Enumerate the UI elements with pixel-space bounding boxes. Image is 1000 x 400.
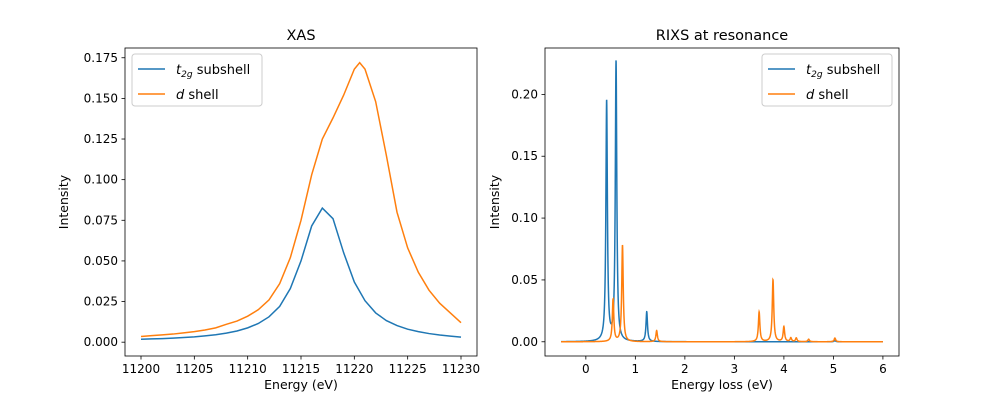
- subplot-rixs: 0 1 2 3 4 5 6 0.00 0.05 0.10 0.15 0.20 RIXS at reson…: [487, 28, 900, 392]
- legend-label-symbol: d: [806, 88, 815, 103]
- x-tick-label: 0: [582, 362, 590, 376]
- legend-label-text: subshell: [823, 63, 881, 78]
- legend: t2g subshell d shell: [131, 53, 263, 107]
- legend-box: [761, 53, 893, 107]
- y-tick-label: 0.20: [511, 87, 538, 101]
- x-tick-label: 11215: [282, 362, 320, 376]
- legend-label-symbol: d: [176, 88, 185, 103]
- y-tick-label: 0.150: [84, 91, 118, 105]
- x-tick-label: 11205: [175, 362, 213, 376]
- legend: t2g subshell d shell: [761, 53, 893, 107]
- series-line-d: [561, 244, 883, 343]
- x-tick-label: 11230: [442, 362, 480, 376]
- y-tick-label: 0.00: [511, 335, 538, 349]
- x-tick-label: 11200: [122, 362, 160, 376]
- legend-label: t2g subshell: [806, 63, 880, 80]
- y-tick-label: 0.100: [84, 173, 118, 187]
- x-tick-label: 6: [879, 362, 887, 376]
- x-tick-label: 3: [731, 362, 739, 376]
- x-tick-label: 1: [632, 362, 640, 376]
- y-tick-label: 0.000: [84, 335, 118, 349]
- x-tick-label: 4: [780, 362, 788, 376]
- y-tick-label: 0.10: [511, 211, 538, 225]
- y-tick-label: 0.175: [84, 51, 118, 65]
- y-tick-label: 0.05: [511, 273, 538, 287]
- legend-label: t2g subshell: [176, 63, 250, 80]
- legend-label-text: shell: [814, 88, 848, 103]
- series-line-d: [140, 61, 462, 338]
- y-tick-label: 0.15: [511, 149, 538, 163]
- x-tick-label: 2: [681, 362, 689, 376]
- x-tick-label: 11225: [389, 362, 427, 376]
- chart-title: XAS: [286, 28, 315, 44]
- legend-label-text: subshell: [193, 63, 251, 78]
- legend-label-symbol: t: [806, 63, 812, 78]
- y-axis-label: Intensity: [56, 174, 71, 229]
- x-tick-label: 11220: [335, 362, 373, 376]
- legend-label: d shell: [176, 88, 219, 103]
- x-tick-label: 5: [830, 362, 838, 376]
- y-tick-label: 0.025: [84, 295, 118, 309]
- legend-label-subscript: 2g: [811, 70, 823, 80]
- legend-label-subscript: 2g: [181, 70, 193, 80]
- x-axis-label: Energy loss (eV): [671, 377, 773, 392]
- y-tick-label: 0.075: [84, 213, 118, 227]
- y-tick-label: 0.050: [84, 254, 118, 268]
- series-line-t2g: [140, 206, 462, 341]
- y-axis-label: Intensity: [487, 174, 502, 229]
- y-tick-label: 0.125: [84, 132, 118, 146]
- axes-frame: [544, 47, 900, 357]
- legend-box: [131, 53, 263, 107]
- legend-label-text: shell: [184, 88, 218, 103]
- legend-label-symbol: t: [176, 63, 182, 78]
- subplot-xas: 11200 11205 11210 11215 11220 11225 11230 0.000…: [56, 28, 480, 392]
- x-tick-label: 11210: [229, 362, 267, 376]
- x-axis-label: Energy (eV): [264, 377, 338, 392]
- legend-label: d shell: [806, 88, 849, 103]
- chart-title: RIXS at resonance: [656, 28, 789, 44]
